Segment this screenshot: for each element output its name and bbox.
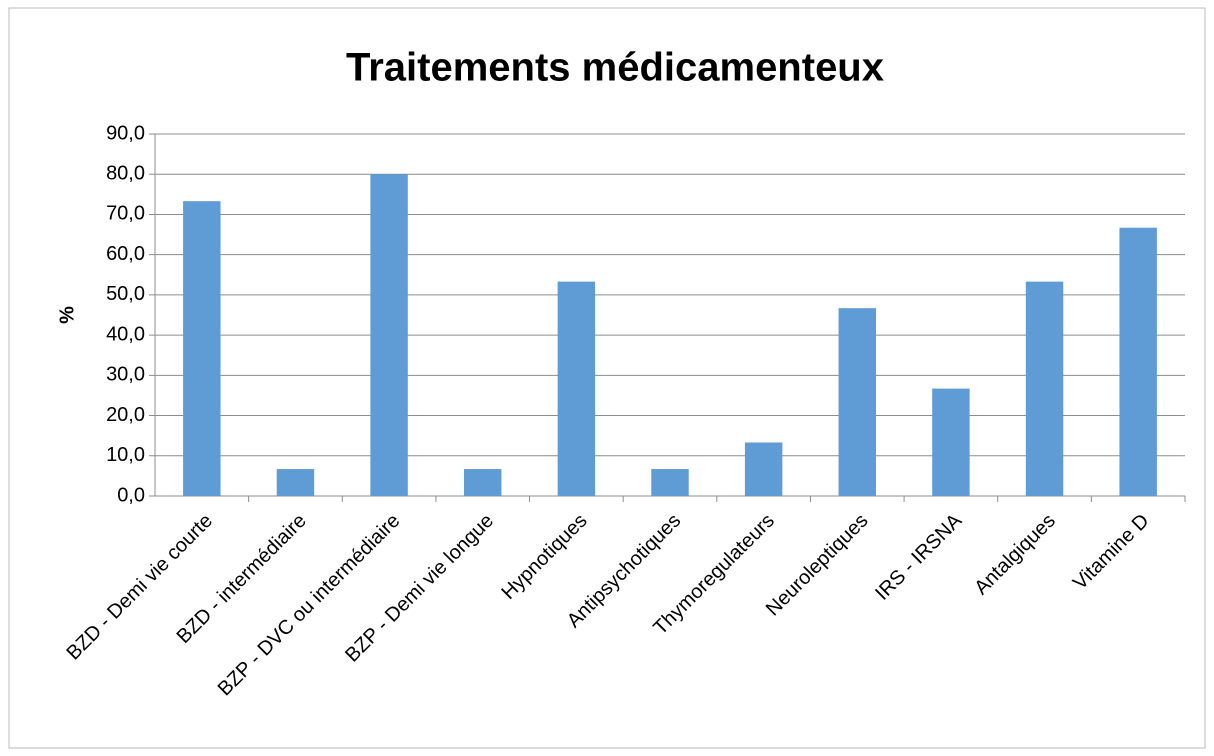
bar <box>744 442 783 496</box>
y-tick-label: 70,0 <box>106 203 145 225</box>
bar <box>1025 281 1064 496</box>
bar <box>1119 227 1157 496</box>
y-tick-label: 90,0 <box>106 122 145 144</box>
bar <box>183 201 221 496</box>
y-tick-label: 40,0 <box>106 323 145 345</box>
y-axis-label: % <box>56 306 78 324</box>
y-tick-label: 0,0 <box>117 484 145 506</box>
y-tick-label: 10,0 <box>106 444 145 466</box>
y-tick-label: 60,0 <box>106 243 145 265</box>
bar <box>651 469 689 496</box>
bar <box>838 308 876 496</box>
y-tick-label: 30,0 <box>106 364 145 386</box>
y-tick-label: 80,0 <box>106 163 145 185</box>
bar <box>557 281 596 496</box>
chart-title: Traitements médicamenteux <box>346 46 884 90</box>
bar <box>464 469 502 496</box>
bar <box>276 469 315 496</box>
bar <box>370 174 408 496</box>
y-tick-label: 50,0 <box>106 283 145 305</box>
y-tick-label: 20,0 <box>106 404 145 426</box>
bar <box>932 388 970 496</box>
